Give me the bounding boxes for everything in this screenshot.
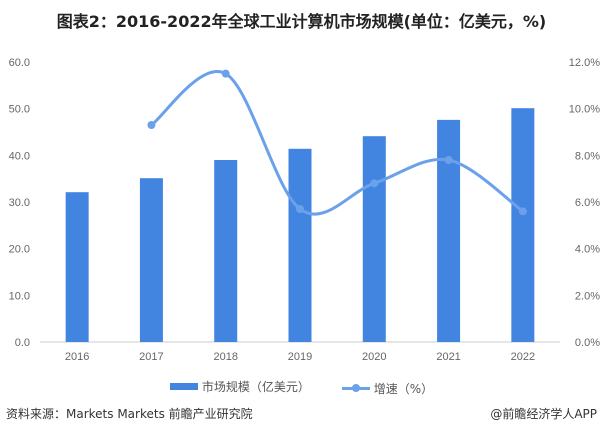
legend-bar-swatch (169, 383, 198, 390)
x-tick-label: 2021 (436, 351, 460, 363)
x-tick-label: 2017 (139, 351, 163, 363)
y-right-tick-label: 10.0% (569, 104, 600, 116)
growth-point (147, 121, 156, 129)
x-tick-label: 2020 (362, 351, 386, 363)
y-left-tick-label: 40.0 (9, 150, 30, 162)
y-left-tick-label: 10.0 (9, 290, 30, 302)
legend-bar-label: 市场规模（亿美元） (201, 380, 310, 394)
credit-note: @前瞻经济学人APP (490, 407, 597, 421)
chart-title: 图表2：2016-2022年全球工业计算机市场规模(单位：亿美元，%) (56, 12, 547, 31)
y-right-tick-label: 6.0% (575, 197, 600, 209)
y-right-tick-label: 12.0% (569, 57, 600, 69)
y-right-tick-label: 4.0% (575, 244, 600, 256)
bar (288, 148, 312, 342)
growth-point (518, 207, 527, 216)
legend-item-line[interactable]: 增速（%） (341, 380, 434, 397)
growth-line (150, 70, 524, 216)
y-left-tick-label: 60.0 (9, 57, 30, 69)
legend-line-swatch (341, 384, 370, 392)
growth-point (296, 205, 304, 213)
growth-point (370, 179, 379, 188)
y-left-tick-label: 50.0 (9, 104, 30, 116)
growth-point (444, 156, 453, 164)
legend-line-label: 增速（%） (373, 382, 434, 396)
x-tick-label: 2019 (288, 351, 312, 363)
bar (139, 178, 163, 342)
bar (511, 108, 535, 342)
bar (362, 136, 386, 342)
y-right-tick-label: 8.0% (575, 150, 600, 162)
y-left-tick-label: 30.0 (9, 197, 30, 209)
y-right-tick-label: 0.0% (575, 337, 600, 349)
y-right-tick-label: 2.0% (575, 290, 600, 302)
bar (214, 160, 238, 342)
bar (437, 119, 461, 342)
y-left-tick-label: 20.0 (9, 244, 30, 256)
y-left-tick-label: 0.0 (15, 337, 30, 349)
source-note: 资料来源：Markets Markets 前瞻产业研究院 (6, 407, 253, 421)
x-tick-label: 2022 (511, 351, 535, 363)
bar (65, 192, 89, 342)
x-tick-label: 2016 (65, 351, 89, 363)
growth-point (221, 69, 230, 78)
legend: 市场规模（亿美元） 增速（%） (0, 378, 603, 397)
legend-item-bar[interactable]: 市场规模（亿美元） (169, 378, 310, 395)
x-tick-label: 2018 (213, 351, 237, 363)
